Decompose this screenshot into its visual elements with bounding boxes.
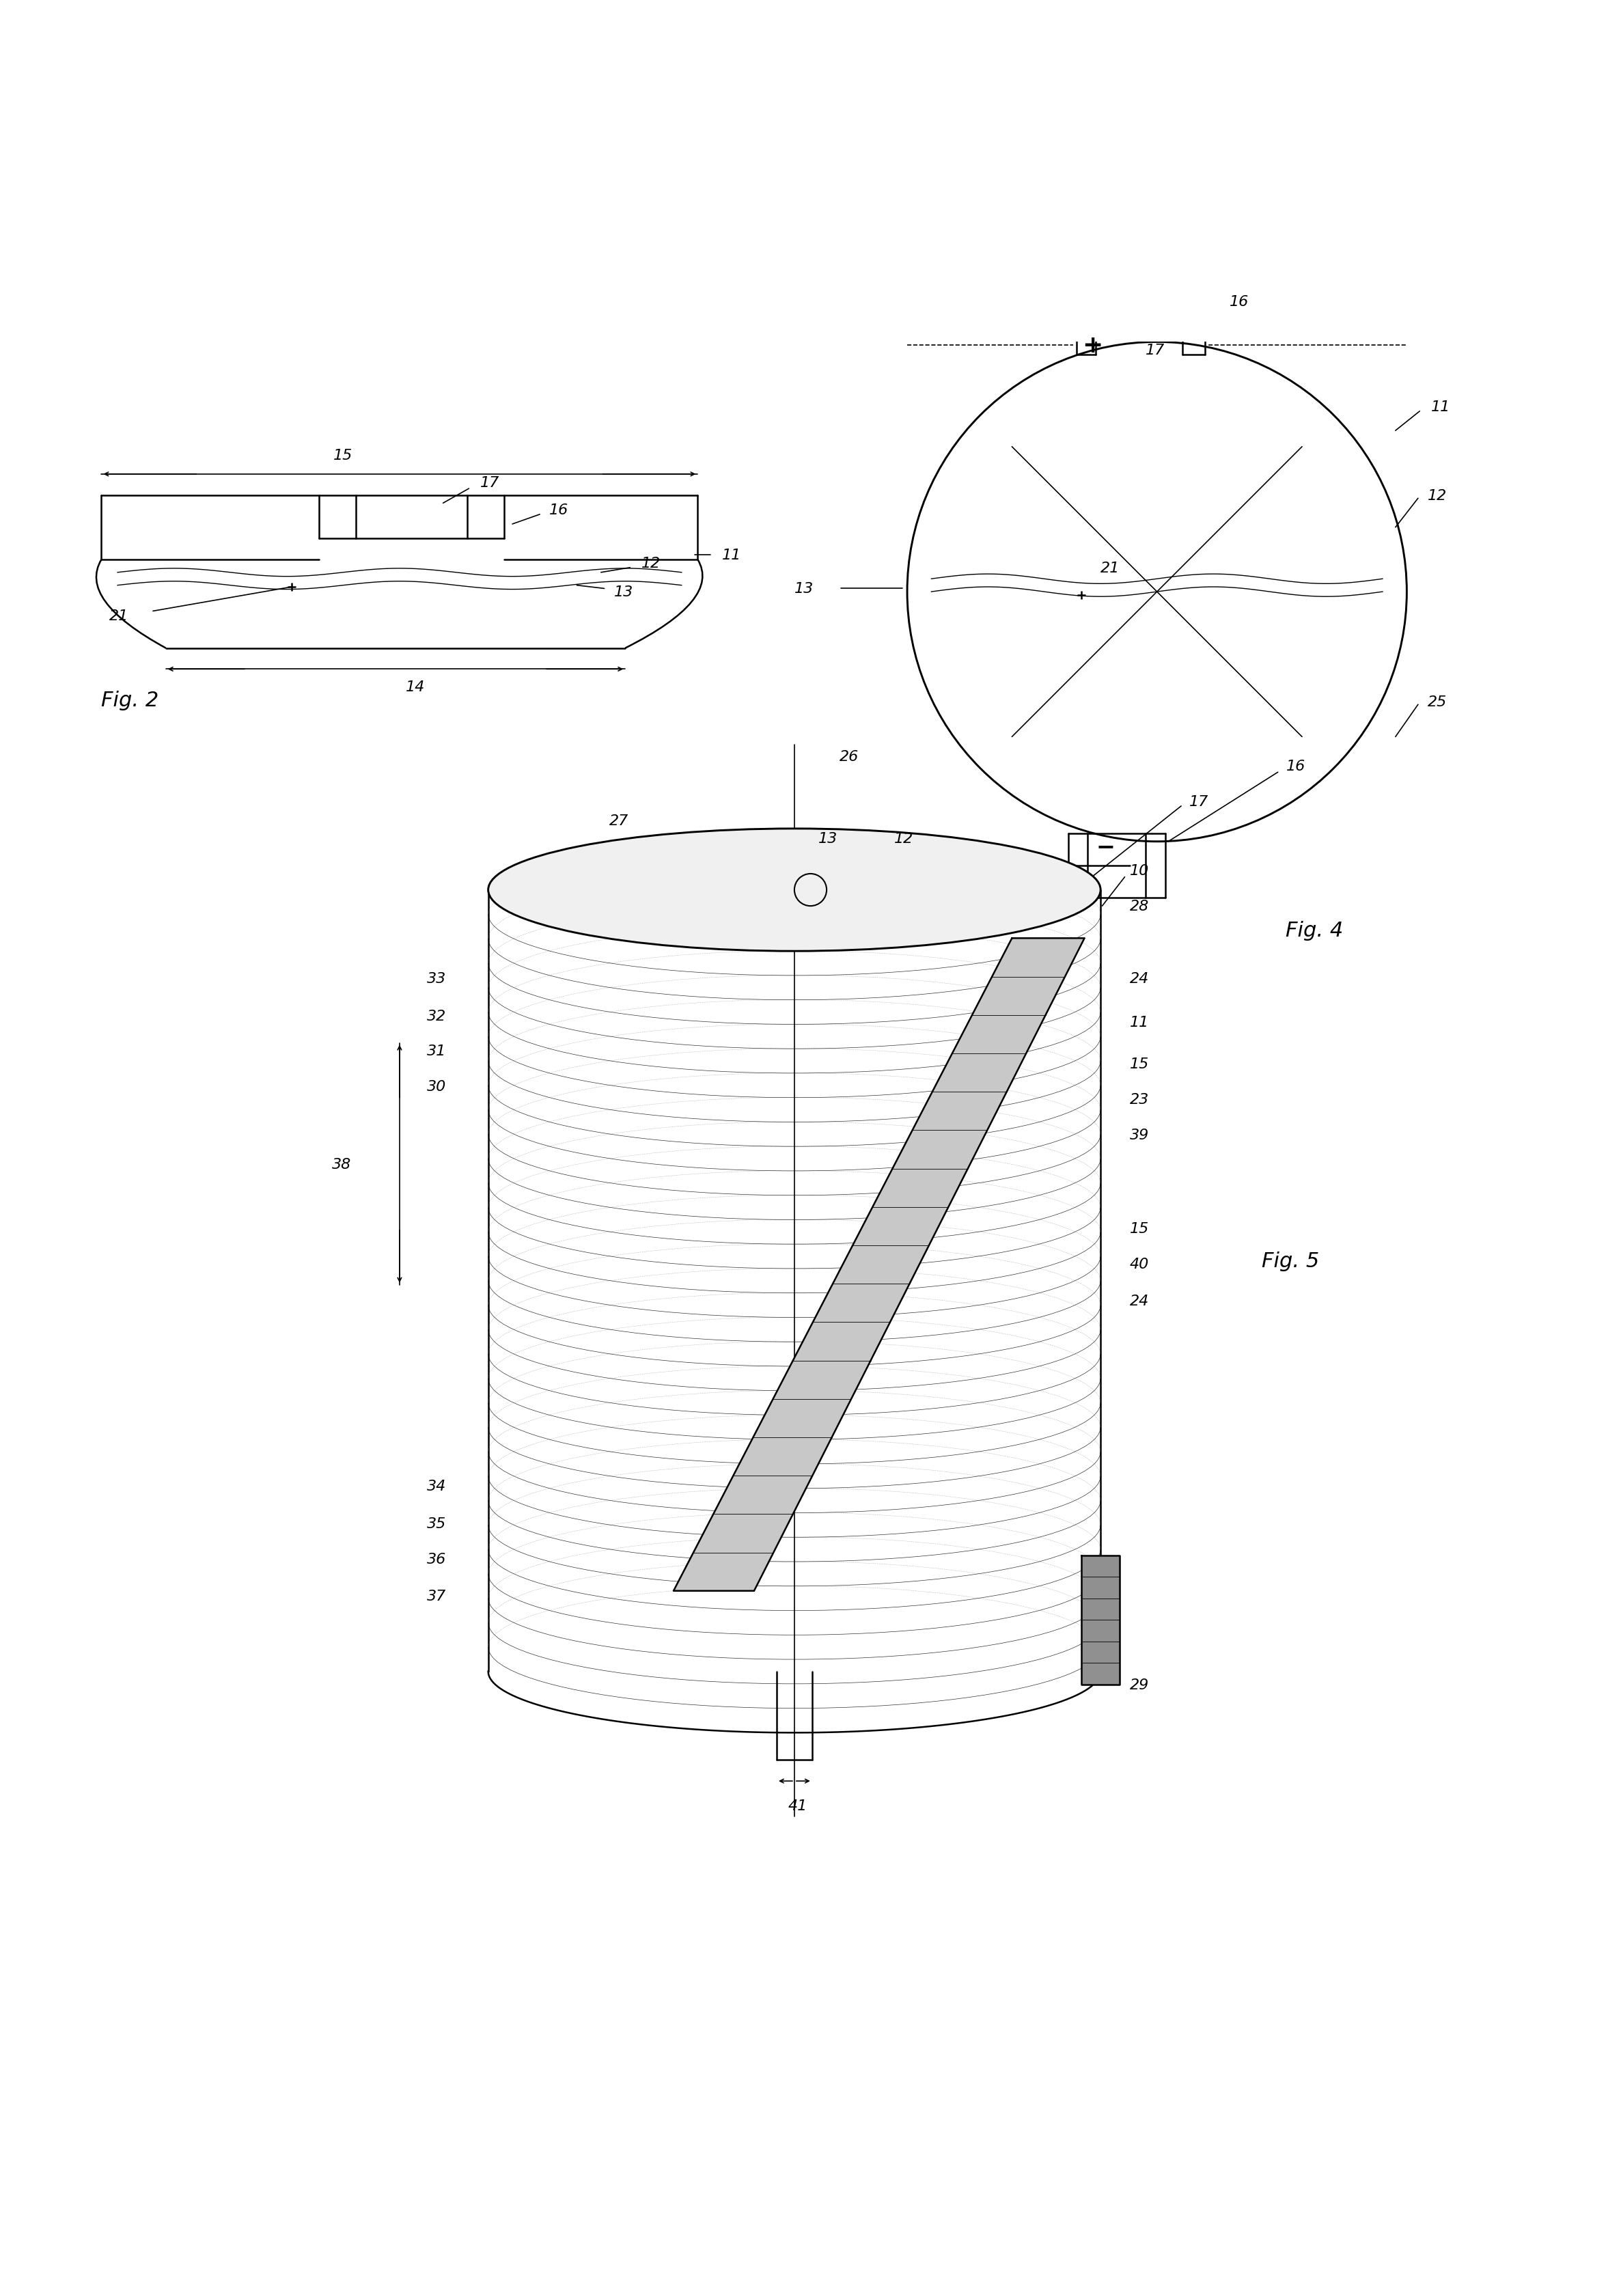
Text: 25: 25	[1428, 696, 1448, 709]
Text: 13: 13	[819, 831, 838, 845]
Text: 16: 16	[1229, 296, 1248, 310]
Text: 10: 10	[1130, 863, 1149, 877]
Text: 14: 14	[405, 680, 425, 693]
Text: 12: 12	[1428, 489, 1448, 503]
Text: 23: 23	[1130, 1093, 1149, 1107]
Polygon shape	[1081, 1557, 1120, 1685]
Text: 15: 15	[1130, 1058, 1149, 1070]
Text: 11: 11	[721, 549, 741, 563]
Text: 28: 28	[1130, 900, 1149, 914]
Text: −: −	[1096, 836, 1115, 859]
Text: 15: 15	[334, 448, 353, 461]
Text: 38: 38	[332, 1157, 352, 1171]
Text: Fig. 4: Fig. 4	[1285, 921, 1344, 941]
Polygon shape	[673, 939, 1084, 1591]
Text: 40: 40	[1130, 1258, 1149, 1270]
Text: Fig. 2: Fig. 2	[102, 691, 159, 709]
Text: 21: 21	[110, 608, 128, 622]
Text: 33: 33	[426, 971, 446, 985]
Text: 26: 26	[840, 751, 859, 762]
Text: 16: 16	[550, 503, 569, 517]
Text: 31: 31	[426, 1045, 446, 1058]
Text: 39: 39	[1130, 1127, 1149, 1141]
Text: 21: 21	[1101, 560, 1120, 574]
Text: Fig. 5: Fig. 5	[1261, 1251, 1319, 1270]
Text: 17: 17	[1146, 344, 1165, 358]
Ellipse shape	[488, 829, 1101, 951]
Text: 13: 13	[614, 585, 634, 599]
Text: 35: 35	[426, 1518, 446, 1529]
Text: 11: 11	[1130, 1015, 1149, 1029]
Text: 37: 37	[426, 1589, 446, 1603]
Text: +: +	[1083, 333, 1102, 358]
Text: 27: 27	[609, 815, 629, 829]
Text: 34: 34	[426, 1479, 446, 1492]
Text: 15: 15	[1130, 1221, 1149, 1235]
Text: 24: 24	[1130, 971, 1149, 985]
Text: 12: 12	[895, 831, 914, 845]
Text: 36: 36	[426, 1552, 446, 1566]
Text: 11: 11	[1431, 400, 1451, 413]
Text: 32: 32	[426, 1008, 446, 1022]
Text: 41: 41	[788, 1798, 807, 1812]
Text: 24: 24	[1130, 1295, 1149, 1309]
Text: 13: 13	[794, 583, 814, 595]
Text: 16: 16	[1285, 760, 1305, 774]
Text: 17: 17	[1190, 794, 1209, 808]
Text: 29: 29	[1130, 1678, 1149, 1692]
Text: 12: 12	[642, 556, 661, 569]
Text: 30: 30	[426, 1079, 446, 1093]
Text: 17: 17	[480, 475, 499, 489]
